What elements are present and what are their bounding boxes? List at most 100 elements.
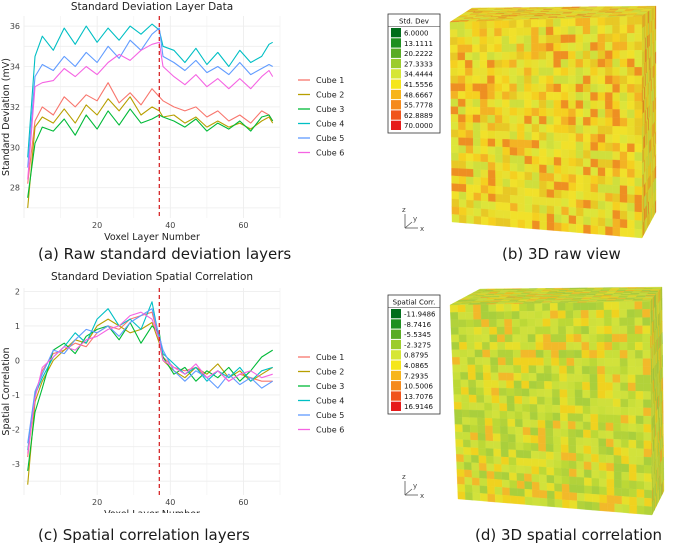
legend-value: -11.9486 [404, 311, 436, 319]
legend-label: Cube 1 [316, 76, 344, 85]
legend-color-swatch [391, 401, 401, 411]
cube-spatial-correlation-svg: Spatial Corr. -11.9486 -8.7416 -5.5345 -2.32… [387, 286, 665, 516]
grid [23, 288, 281, 495]
x-axis-label: Voxel Layer Number [104, 509, 200, 513]
chart-spatial-correlation-svg: Standard Deviation Spatial Correlation Vo… [1, 271, 344, 520]
legend-color-swatch [391, 319, 401, 329]
legend-color-swatch [391, 58, 401, 69]
legend-label: Cube 2 [316, 91, 344, 100]
legend-value: 70.0000 [404, 122, 433, 130]
legend-color-swatch [391, 309, 401, 319]
legend-label: Cube 4 [316, 397, 344, 406]
chart-spatial-correlation: Standard Deviation Spatial Correlation Vo… [0, 270, 345, 520]
y-tick-label: 1 [15, 322, 20, 331]
cube-spatial-correlation: Spatial Corr. -11.9486 -8.7416 -5.5345 -2.32… [380, 285, 685, 520]
legend-value: 7.2935 [404, 372, 429, 380]
cube-raw-view: Std. Dev 6.0000 13.1111 20.2222 27.3333 34.44… [380, 0, 685, 243]
legend-value: 20.2222 [404, 50, 433, 58]
orientation-axes: zyx [402, 206, 424, 233]
legend-value: 4.0865 [404, 362, 429, 370]
x-tick-label: 60 [238, 498, 248, 507]
series-line-6 [27, 41, 274, 180]
legend-label: Cube 5 [316, 134, 344, 143]
axis-x-label: x [420, 492, 424, 500]
y-tick-label: 32 [10, 103, 20, 112]
caption-b: (b) 3D raw view [502, 245, 621, 263]
chart-raw-std-dev: Standard Deviation Layer Data Voxel Layer… [0, 0, 345, 243]
x-tick-label: 60 [238, 221, 248, 230]
series-line-5 [27, 27, 273, 168]
legend-value: 13.7076 [404, 393, 433, 401]
axis-y-label: y [413, 215, 417, 223]
y-axis-label: Standard Deviation (mV) [1, 58, 12, 176]
legend-value: 13.1111 [404, 40, 433, 48]
y-tick-label: 28 [10, 184, 20, 193]
legend-color-swatch [391, 329, 401, 339]
legend-label: Cube 2 [316, 368, 344, 377]
y-tick-label: -1 [12, 391, 20, 400]
legend-value: 55.7778 [404, 102, 433, 110]
legend-color-swatch [391, 38, 401, 48]
legend-color-swatch [391, 48, 401, 58]
caption-c: (c) Spatial correlation layers [38, 526, 250, 544]
legend-color-swatch [391, 381, 401, 391]
legend-label: Cube 4 [316, 120, 344, 129]
chart-raw-std-dev-svg: Standard Deviation Layer Data Voxel Layer… [1, 1, 344, 243]
y-axis-label: Spatial Correlation [1, 347, 12, 435]
legend-label: Cube 6 [316, 149, 344, 158]
series-line-2 [27, 96, 274, 208]
legend-title: Spatial Corr. [393, 299, 436, 307]
series-line-5 [27, 308, 273, 444]
legend-color-swatch [391, 100, 401, 110]
legend-value: -5.5345 [404, 331, 431, 339]
legend-color-swatch [391, 79, 401, 89]
legend-value: 0.8795 [404, 352, 429, 360]
legend-label: Cube 1 [316, 353, 344, 362]
series-line-1 [27, 82, 274, 184]
legend-color-swatch [391, 120, 401, 130]
x-tick-label: 20 [92, 498, 102, 507]
voxel-cube [449, 5, 657, 239]
legend-color-swatch [391, 110, 401, 120]
color-legend: Spatial Corr. -11.9486 -8.7416 -5.5345 -2.32… [387, 294, 441, 415]
x-tick-label: 40 [165, 498, 175, 507]
legend-value: 16.9146 [404, 403, 433, 411]
legend-value: 6.0000 [404, 30, 429, 38]
chart-title: Standard Deviation Spatial Correlation [51, 271, 253, 283]
axis-z-label: z [402, 206, 406, 214]
legend-label: Cube 3 [316, 105, 344, 114]
legend-value: 41.5556 [404, 81, 433, 89]
axis-z-label: z [402, 473, 406, 481]
voxel-cube [449, 286, 665, 516]
legend-value: -2.3275 [404, 341, 431, 349]
y-tick-label: 30 [10, 143, 20, 152]
legend-value: 27.3333 [404, 60, 433, 68]
caption-d: (d) 3D spatial correlation [475, 526, 663, 544]
legend-value: 34.4444 [404, 71, 433, 79]
series-line-3 [27, 108, 274, 198]
y-tick-label: 36 [10, 22, 20, 31]
axis-y-label: y [413, 482, 417, 490]
legend-color-swatch [391, 69, 401, 79]
legend-title: Std. Dev [399, 18, 429, 26]
legend-label: Cube 6 [316, 426, 344, 435]
legend-value: 48.6667 [404, 91, 433, 99]
x-tick-label: 20 [92, 221, 102, 230]
cube-raw-view-svg: Std. Dev 6.0000 13.1111 20.2222 27.3333 34.44… [387, 5, 657, 239]
legend-label: Cube 5 [316, 411, 344, 420]
series-line-6 [27, 311, 273, 454]
legend-color-swatch [391, 391, 401, 401]
series-line-3 [27, 321, 273, 471]
x-axis-label: Voxel Layer Number [104, 232, 200, 243]
legend-color-swatch [391, 360, 401, 370]
orientation-axes: zyx [402, 473, 424, 500]
series-line-4 [27, 23, 273, 158]
legend-color-swatch [391, 339, 401, 350]
caption-a: (a) Raw standard deviation layers [38, 245, 292, 263]
legend-label: Cube 3 [316, 382, 344, 391]
legend-color-swatch [391, 28, 401, 38]
y-tick-label: 2 [15, 287, 20, 296]
y-tick-label: 34 [10, 63, 20, 72]
legend-color-swatch [391, 89, 401, 100]
series-line-1 [27, 311, 273, 458]
